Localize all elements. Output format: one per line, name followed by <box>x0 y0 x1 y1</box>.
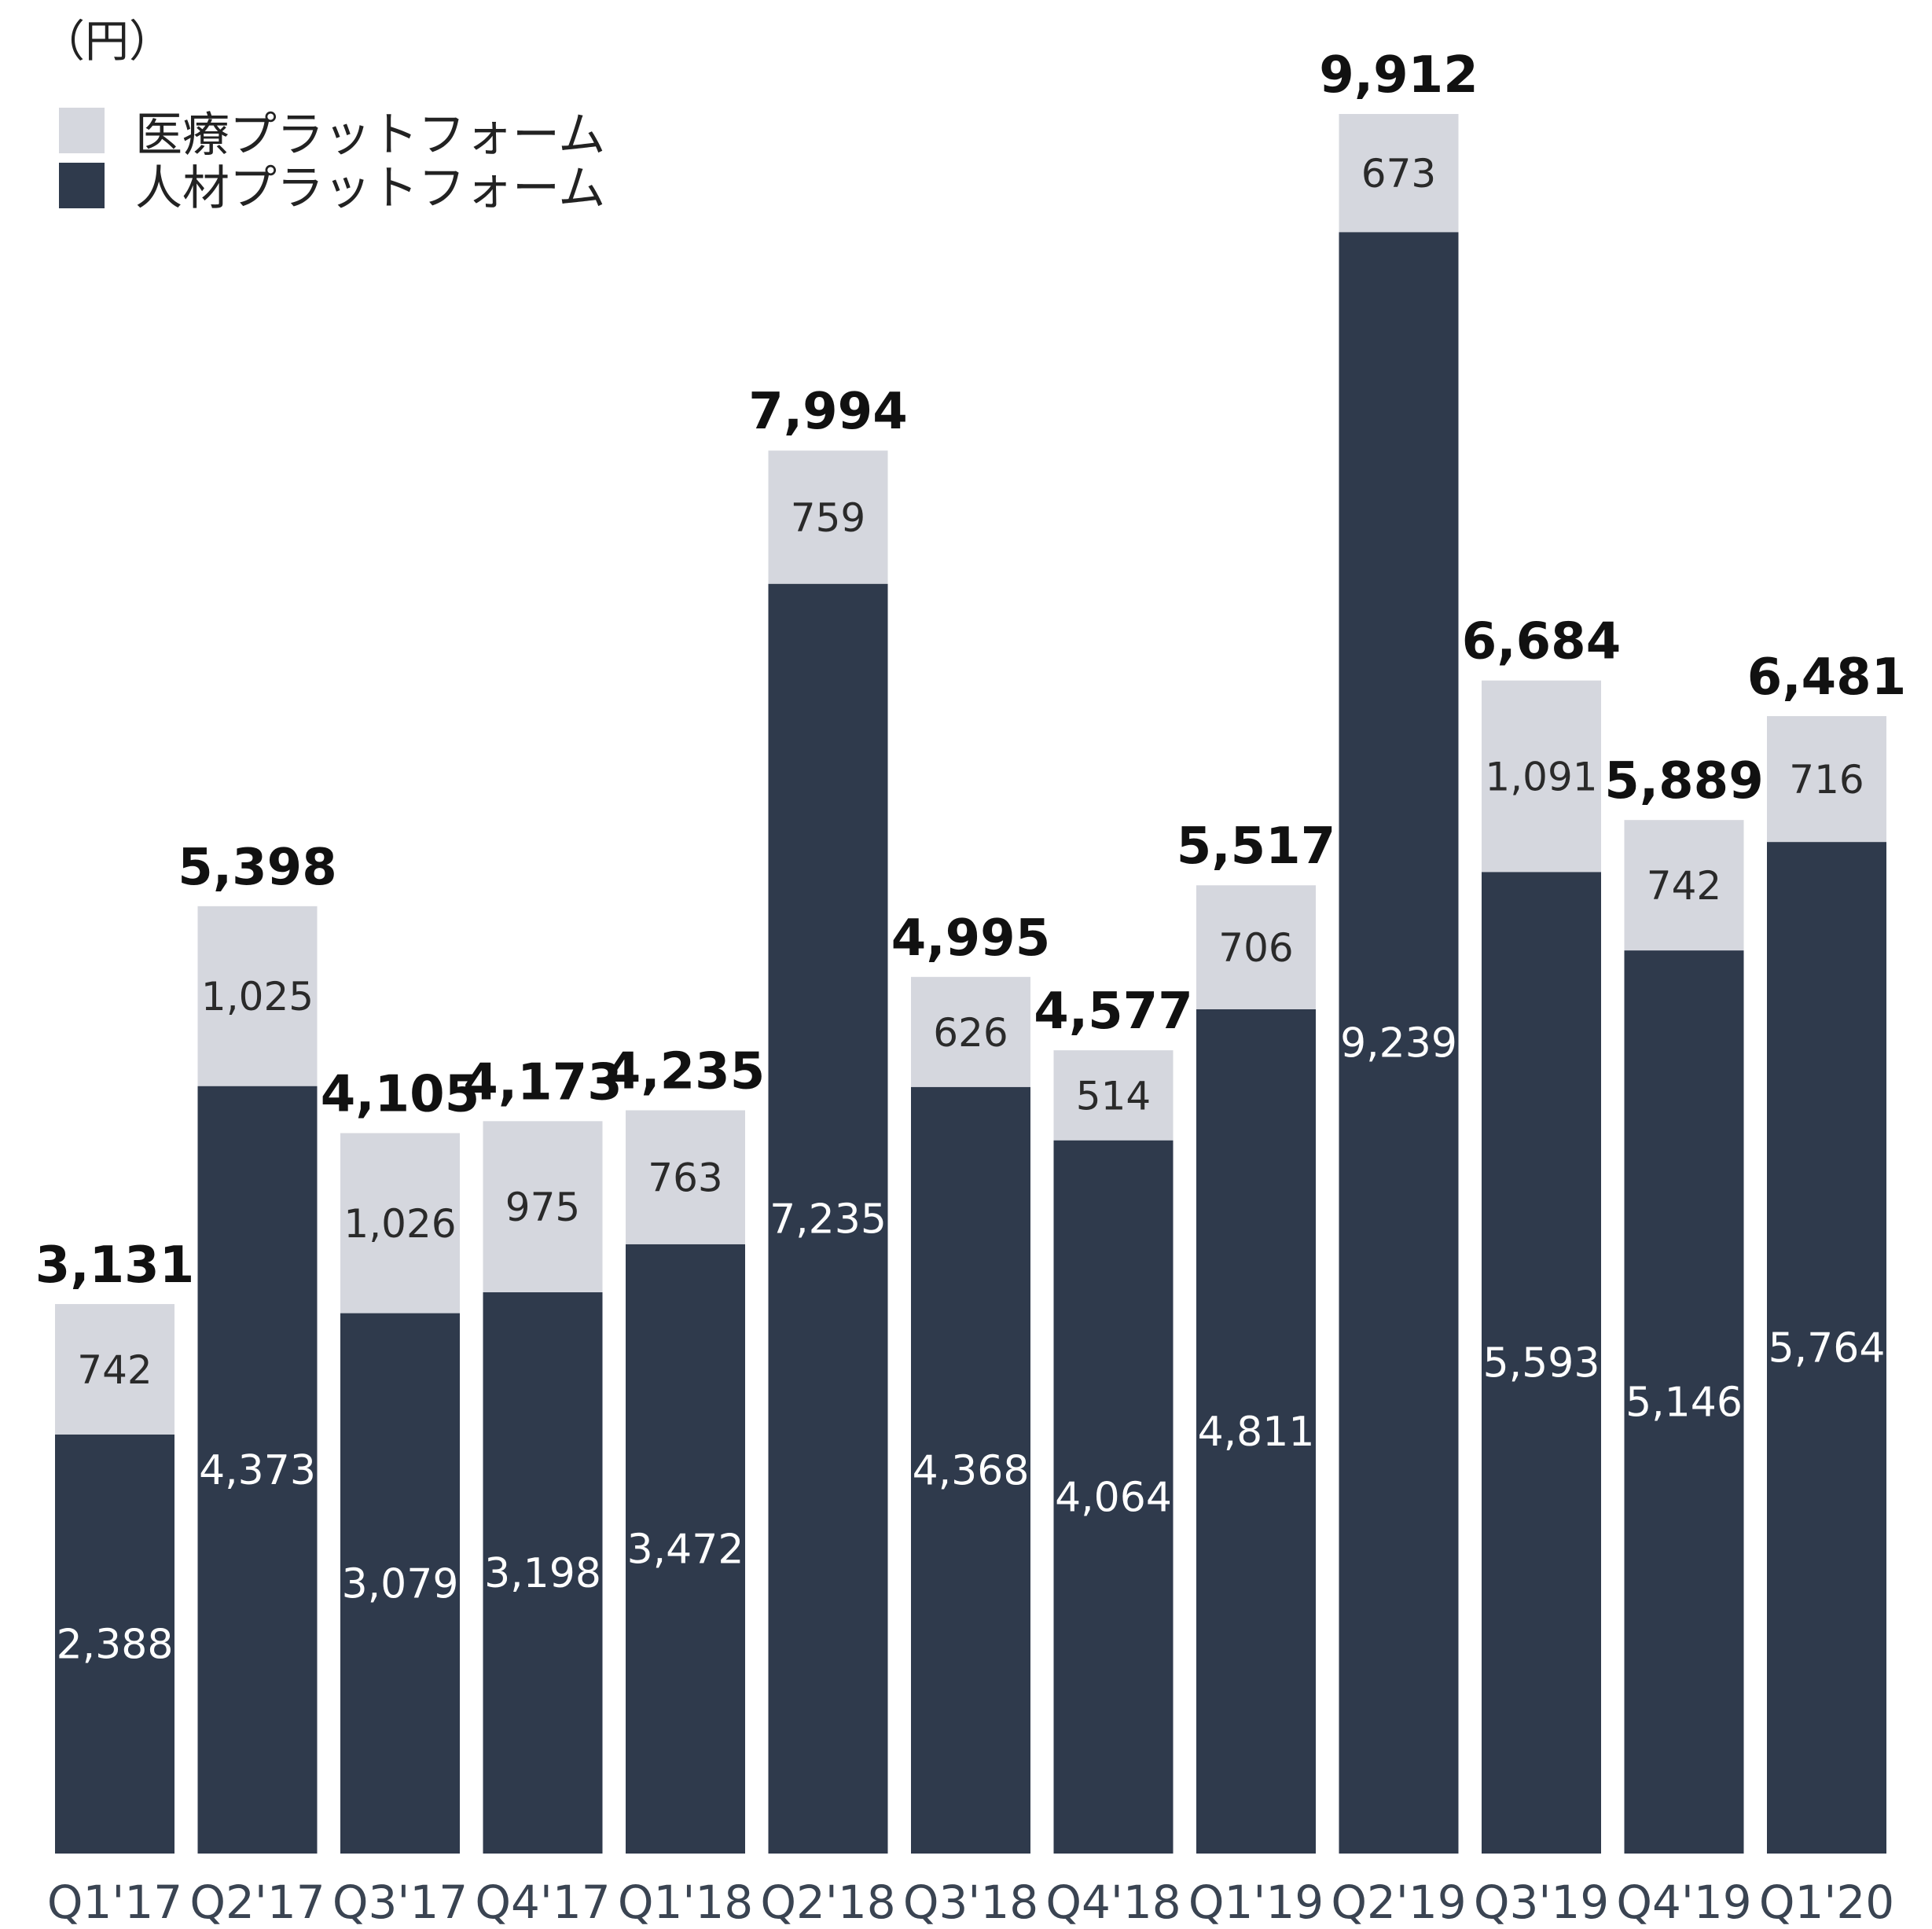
total-label: 6,481 <box>1747 649 1906 707</box>
bar-segment-hr <box>768 583 888 1854</box>
bar-segment-medical <box>1624 820 1744 951</box>
total-label: 6,684 <box>1462 613 1621 671</box>
data-label-hr: 2,388 <box>57 1621 174 1668</box>
data-label-medical: 742 <box>1647 863 1721 909</box>
data-label-medical: 742 <box>77 1347 152 1393</box>
x-tick-label: Q2'19 <box>1331 1876 1466 1929</box>
x-tick-label: Q3'19 <box>1474 1876 1609 1929</box>
data-label-medical: 1,026 <box>343 1201 456 1247</box>
data-label-medical: 759 <box>791 495 865 541</box>
bar-segment-hr <box>1196 1009 1316 1854</box>
data-label-hr: 5,764 <box>1769 1325 1886 1372</box>
bar-segment-hr <box>483 1292 603 1854</box>
data-label-medical: 716 <box>1789 757 1864 803</box>
data-label-hr: 5,146 <box>1625 1380 1743 1427</box>
bar-segment-medical <box>1767 716 1886 843</box>
total-label: 5,889 <box>1604 752 1763 810</box>
data-label-medical: 763 <box>648 1156 722 1201</box>
legend-swatch-medical <box>59 108 105 153</box>
bar-segment-hr <box>340 1313 460 1854</box>
data-label-hr: 4,064 <box>1055 1474 1172 1521</box>
data-label-medical: 514 <box>1076 1073 1151 1119</box>
bar-segment-medical <box>483 1121 603 1292</box>
bar-segment-hr <box>197 1086 318 1854</box>
bar-segment-medical <box>197 906 318 1086</box>
bar-segment-hr <box>1053 1140 1174 1854</box>
x-tick-label: Q4'17 <box>475 1876 610 1929</box>
bar-segment-medical <box>1339 114 1459 233</box>
x-tick-label: Q2'17 <box>189 1876 325 1929</box>
bar-segment-hr <box>1767 842 1886 1854</box>
data-label-hr: 5,593 <box>1483 1340 1600 1387</box>
x-tick-label: Q3'17 <box>332 1876 468 1929</box>
data-label-hr: 3,198 <box>484 1550 601 1597</box>
x-tick-label: Q1'17 <box>47 1876 182 1929</box>
total-label: 7,994 <box>748 383 907 441</box>
bar-segment-hr <box>1482 872 1601 1854</box>
total-label: 5,398 <box>178 839 336 897</box>
data-label-medical: 975 <box>505 1185 580 1230</box>
total-label: 5,517 <box>1177 818 1335 876</box>
data-label-hr: 4,811 <box>1198 1409 1315 1456</box>
x-tick-label: Q3'18 <box>903 1876 1038 1929</box>
data-label-hr: 4,373 <box>199 1447 316 1494</box>
total-label: 3,131 <box>35 1236 194 1295</box>
legend: 医療プラットフォーム 人材プラットフォーム <box>59 108 605 216</box>
data-label-hr: 9,239 <box>1340 1020 1457 1067</box>
data-label-medical: 673 <box>1361 151 1436 197</box>
bars-group <box>55 114 1886 1854</box>
legend-swatch-hr <box>59 163 105 208</box>
data-label-hr: 3,079 <box>342 1560 459 1608</box>
bar-segment-hr <box>1624 950 1744 1854</box>
legend-label-medical: 医療プラットフォーム <box>135 108 605 163</box>
data-label-hr: 4,368 <box>913 1447 1030 1494</box>
x-tick-label: Q4'18 <box>1045 1876 1181 1929</box>
bar-segment-hr <box>55 1434 174 1854</box>
x-tick-label: Q1'19 <box>1188 1876 1324 1929</box>
bar-segment-medical <box>55 1303 174 1435</box>
data-label-medical: 1,025 <box>201 974 314 1020</box>
x-tick-label: Q1'20 <box>1759 1876 1894 1929</box>
bar-segment-hr <box>626 1244 745 1854</box>
total-label: 4,235 <box>606 1042 765 1100</box>
data-label-hr: 7,235 <box>769 1196 887 1243</box>
total-label: 9,912 <box>1319 46 1478 105</box>
total-label: 4,173 <box>463 1053 622 1111</box>
total-label: 4,105 <box>321 1065 479 1123</box>
data-label-hr: 3,472 <box>627 1526 744 1573</box>
data-label-medical: 1,091 <box>1485 754 1597 799</box>
x-tick-label: Q4'19 <box>1616 1876 1751 1929</box>
legend-label-hr: 人材プラットフォーム <box>135 161 605 216</box>
bar-segment-medical <box>911 976 1030 1087</box>
labels-group: 2,388 742 3,131 Q1'17 4,373 1,025 5,398 Q2'17 3,… <box>35 46 1906 1929</box>
bar-segment-medical <box>768 450 888 584</box>
x-tick-label: Q1'18 <box>618 1876 753 1929</box>
bar-segment-medical <box>1053 1050 1174 1141</box>
x-tick-label: Q2'18 <box>760 1876 895 1929</box>
bar-segment-hr <box>1339 232 1459 1854</box>
total-label: 4,995 <box>891 909 1050 968</box>
bar-segment-medical <box>1482 680 1601 873</box>
bar-segment-medical <box>340 1133 460 1314</box>
bar-segment-medical <box>1196 885 1316 1009</box>
bar-segment-hr <box>911 1086 1030 1854</box>
total-label: 4,577 <box>1034 983 1192 1041</box>
unit-label: （円） <box>41 17 173 68</box>
data-label-medical: 626 <box>933 1010 1008 1056</box>
data-label-medical: 706 <box>1218 925 1293 971</box>
bar-segment-medical <box>626 1110 745 1244</box>
